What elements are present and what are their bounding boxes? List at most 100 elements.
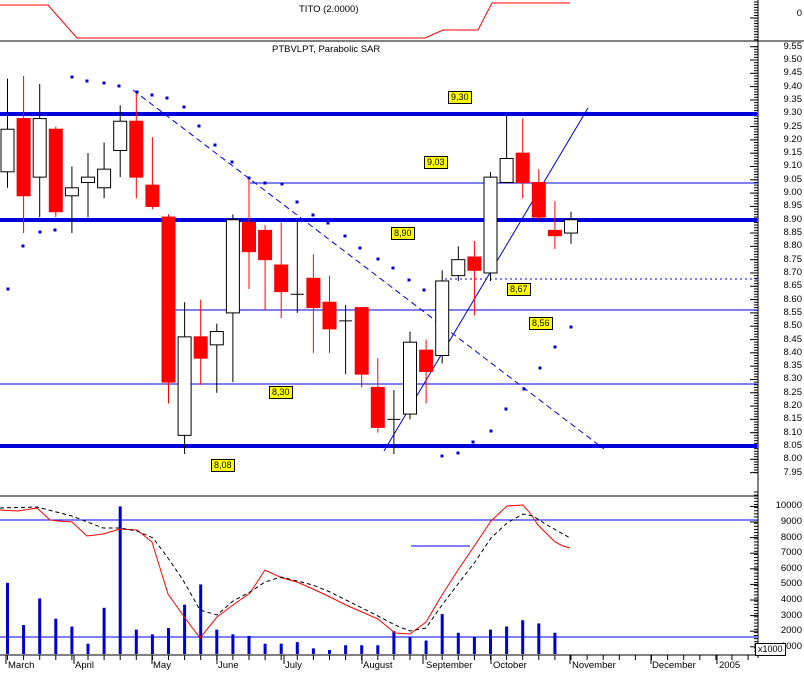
candle-body	[435, 280, 450, 356]
volume-bar	[247, 635, 251, 654]
price-axis-label: 8.50	[783, 320, 803, 332]
price-axis-label: 8.10	[783, 426, 803, 438]
price-axis-label: 9.40	[783, 80, 803, 92]
volume-bar	[215, 629, 219, 654]
volume-axis-label: 3000	[780, 609, 802, 621]
sar-dot	[70, 75, 74, 79]
price-axis-label: 8.35	[783, 360, 803, 372]
candle-body	[32, 118, 47, 178]
chart-title: TITO (2.0000)	[299, 4, 359, 15]
downtrend-dashed	[132, 89, 605, 450]
price-level-tag: 9,03	[424, 156, 448, 169]
price-axis-label: 8.30	[783, 373, 803, 385]
indicator-subtitle: PTBVLPT, Parabolic SAR	[272, 44, 381, 55]
volume-bar	[392, 631, 396, 654]
price-axis-label: 8.75	[783, 253, 803, 265]
candle-body	[403, 341, 417, 415]
price-axis-label: 8.15	[783, 413, 803, 425]
candle-body	[0, 128, 15, 173]
sar-dot	[489, 429, 493, 433]
price-axis-label: 8.55	[783, 306, 803, 318]
momentum-signal-dashed	[0, 506, 571, 632]
volume-bar	[295, 642, 299, 654]
top-axis-zero-label: 0	[796, 8, 802, 19]
volume-bar	[263, 643, 267, 654]
volume-bar	[167, 628, 170, 654]
candle-body	[322, 301, 337, 330]
volume-bar	[344, 645, 348, 654]
volume-axis-label: 1000	[780, 640, 802, 652]
sar-dot	[197, 124, 201, 128]
price-axis-label: 8.45	[783, 333, 803, 345]
candle-body	[64, 187, 79, 197]
month-label: May	[153, 660, 171, 671]
volume-bar	[118, 506, 122, 654]
volume-bar	[408, 637, 412, 654]
candle-body	[81, 176, 95, 183]
price-axis-label: 8.65	[783, 280, 803, 292]
tito-ratio-line	[0, 2, 570, 39]
candle-body	[193, 336, 208, 359]
candle-body	[370, 386, 385, 428]
volume-bar	[102, 607, 106, 654]
candle-body	[467, 256, 482, 271]
uptrend-solid	[383, 107, 589, 452]
sar-dot	[407, 278, 411, 282]
volume-bar	[70, 626, 74, 654]
price-axis-label: 9.55	[783, 40, 803, 52]
month-label: July	[285, 660, 302, 671]
month-label: December	[652, 660, 696, 671]
volume-bar	[22, 624, 26, 654]
volume-axis-label: 5000	[780, 578, 802, 590]
volume-bar	[38, 598, 42, 654]
sar-dot	[471, 440, 475, 444]
volume-bar	[311, 648, 315, 654]
price-axis-label: 8.85	[783, 227, 803, 239]
volume-bar	[360, 645, 364, 654]
price-axis-label: 9.10	[783, 160, 803, 172]
volume-bar	[328, 649, 331, 654]
candle-body	[225, 219, 240, 314]
volume-bar	[537, 623, 541, 654]
sar-dot	[135, 90, 139, 94]
sar-dot	[522, 387, 526, 391]
candle-body	[209, 331, 224, 346]
sar-dot	[569, 325, 573, 329]
price-level-tag: 8,30	[269, 386, 293, 399]
sar-dot	[422, 288, 426, 292]
candle-body	[48, 128, 63, 213]
volume-bar	[54, 618, 58, 654]
price-axis-label: 7.95	[783, 466, 803, 478]
sar-dot	[295, 200, 299, 204]
candle-body	[242, 221, 256, 253]
volume-bar	[231, 634, 235, 654]
volume-bar	[440, 614, 444, 654]
price-level-tag: 8,90	[391, 227, 415, 240]
price-axis-label: 8.00	[783, 453, 803, 465]
candle-body	[451, 259, 466, 277]
price-level-tag: 8,08	[211, 459, 235, 472]
candle-body	[483, 176, 498, 274]
sar-dot	[376, 257, 380, 261]
price-axis-label: 8.60	[783, 293, 803, 305]
volume-axis-label: 10000	[775, 500, 802, 512]
candle-body	[306, 277, 321, 309]
sar-dot	[553, 345, 557, 349]
volume-bar	[279, 643, 283, 654]
volume-bar	[376, 645, 380, 654]
volume-bar	[521, 620, 525, 654]
volume-bar	[472, 637, 476, 654]
price-axis-label: 8.25	[783, 386, 803, 398]
sar-dot	[247, 176, 251, 180]
candle-body	[145, 184, 160, 207]
sar-dot	[456, 451, 460, 455]
sar-dot	[213, 143, 217, 147]
volume-bar	[150, 634, 154, 654]
volume-axis-label: 7000	[780, 547, 802, 559]
candle-body	[515, 152, 530, 183]
volume-bar	[553, 632, 557, 654]
month-label: June	[218, 660, 239, 671]
price-axis-label: 8.90	[783, 213, 803, 225]
sar-dot	[165, 96, 169, 100]
